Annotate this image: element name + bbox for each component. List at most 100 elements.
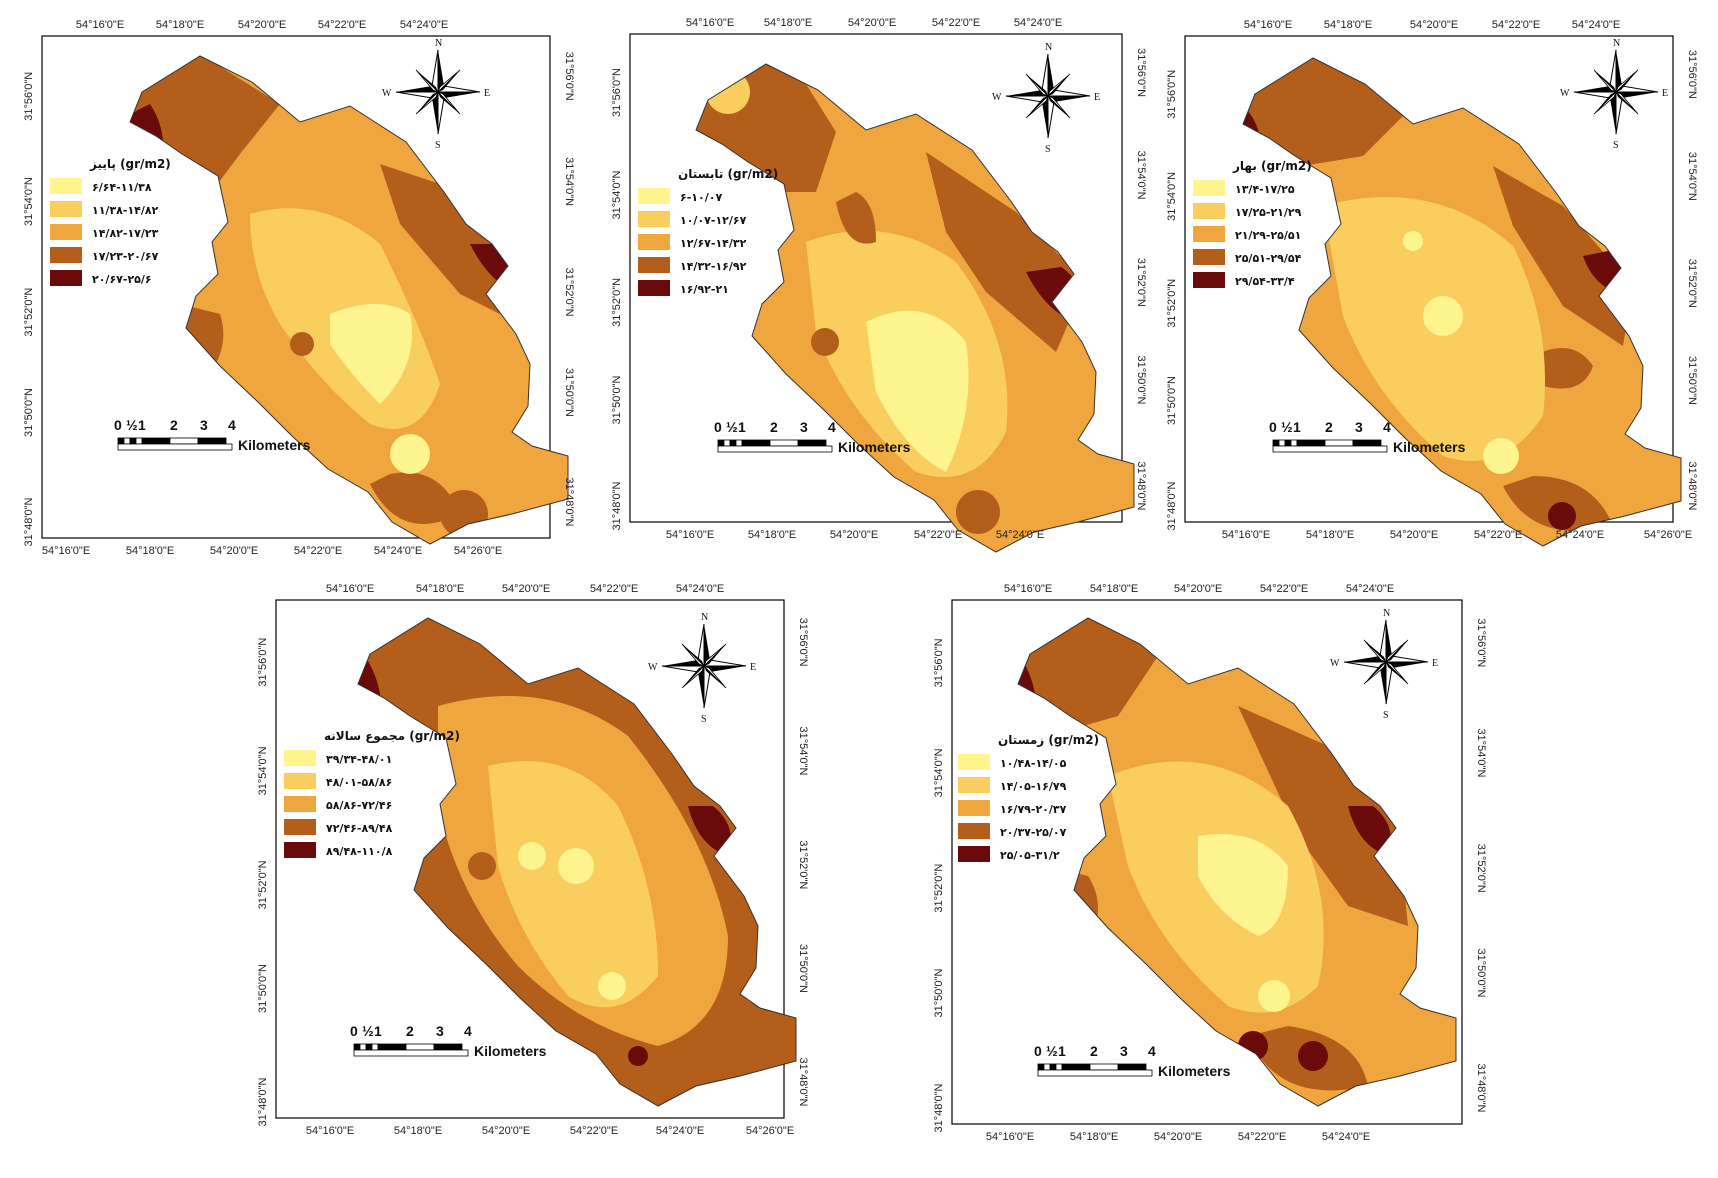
scale-number: ½ — [1046, 1043, 1058, 1059]
lon-label: 54°26'0"E — [746, 1125, 794, 1137]
scale-number: 0 — [114, 417, 122, 433]
legend-swatch — [284, 819, 316, 835]
zone-class-5 — [628, 1046, 648, 1066]
lat-label: 31°50'0"N — [1475, 949, 1487, 998]
legend-swatch — [638, 280, 670, 296]
lon-label: 54°24'0"E — [1346, 583, 1394, 595]
compass-s: S — [701, 714, 707, 725]
legend-swatch — [1193, 249, 1225, 265]
lat-label: 31°56'0"N — [797, 618, 809, 667]
scale-number: 4 — [228, 417, 236, 433]
lon-label: 54°16'0"E — [306, 1125, 354, 1137]
lon-label: 54°24'0"E — [1014, 17, 1062, 29]
lat-label: 31°50'0"N — [563, 368, 575, 417]
lat-label: 31°52'0"N — [23, 288, 35, 337]
legend-label: ۲۰/۳۷-۲۵/۰۷ — [1000, 826, 1067, 839]
lat-label: 31°50'0"N — [23, 388, 35, 437]
lon-label: 54°16'0"E — [686, 17, 734, 29]
zone-class-1 — [518, 842, 546, 870]
legend-swatch — [50, 201, 82, 217]
lon-label: 54°16'0"E — [326, 583, 374, 595]
lon-label: 54°24'0"E — [1572, 19, 1620, 31]
legend-label: ۱۷/۲۵-۲۱/۲۹ — [1235, 206, 1302, 219]
lat-label: 31°52'0"N — [1686, 259, 1698, 308]
legend-swatch — [638, 234, 670, 250]
scale-unit: Kilometers — [838, 439, 911, 455]
lat-label: 31°50'0"N — [611, 375, 623, 424]
lat-label: 31°54'0"N — [23, 177, 35, 226]
legend-label: ۲۰/۶۷-۲۵/۶ — [92, 273, 152, 286]
lon-label: 54°24'0"E — [676, 583, 724, 595]
lon-label: 54°18'0"E — [1070, 1131, 1118, 1143]
legend-label: ۱۳/۴-۱۷/۲۵ — [1235, 183, 1295, 196]
map-panel-summer: تابستان (gr/m2) ۶-۱۰/۰۷ ۱۰/۰۷-۱۲/۶۷ ۱۲/۶۷-۱… — [611, 17, 1147, 553]
zone-class-1 — [558, 848, 594, 884]
lon-label: 54°20'0"E — [848, 17, 896, 29]
lon-label: 54°18'0"E — [764, 17, 812, 29]
lat-label: 31°52'0"N — [1475, 844, 1487, 893]
lon-label: 54°24'0"E — [996, 529, 1044, 541]
legend-swatch — [50, 224, 82, 240]
zone-class-1 — [1198, 834, 1288, 936]
lat-label: 31°48'0"N — [1475, 1064, 1487, 1113]
compass-s: S — [1383, 710, 1389, 721]
scale-number: 2 — [770, 419, 778, 435]
graticule-labels: 54°16'0"E 54°18'0"E 54°20'0"E 54°22'0"E 54°2… — [23, 19, 575, 557]
lat-label: 31°52'0"N — [257, 860, 269, 909]
zone-class-1 — [1423, 296, 1463, 336]
legend: زمستان (gr/m2) ۱۰/۴۸-۱۴/۰۵ ۱۴/۰۵-۱۶/۷۹ ۱۶/۷… — [958, 733, 1099, 862]
legend: بهار (gr/m2) ۱۳/۴-۱۷/۲۵ ۱۷/۲۵-۲۱/۲۹ ۲۱/۲۹-۲… — [1193, 159, 1312, 288]
lat-label: 31°54'0"N — [611, 171, 623, 220]
lon-label: 54°20'0"E — [1390, 529, 1438, 541]
legend-label: ۱۶/۹۲-۲۱ — [680, 283, 729, 296]
zone-class-4 — [380, 164, 520, 324]
lat-label: 31°48'0"N — [563, 478, 575, 527]
map-panel-annual: مجموع سالانه (gr/m2) ۳۹/۳۴-۴۸/۰۱ ۴۸/۰۱-۵۸/… — [257, 583, 809, 1137]
legend-label: ۱۲/۶۷-۱۴/۳۲ — [680, 237, 747, 250]
zone-class-1 — [390, 434, 430, 474]
map-panel-autumn: پاییز (gr/m2) ۶/۶۴-۱۱/۳۸ ۱۱/۳۸-۱۴/۸۲ ۱۴/۸۲-… — [23, 19, 575, 557]
compass-w: W — [1560, 88, 1570, 99]
graticule-labels: 54°16'0"E 54°18'0"E 54°20'0"E 54°22'0"E 54°2… — [611, 17, 1147, 541]
map-panel-spring: بهار (gr/m2) ۱۳/۴-۱۷/۲۵ ۱۷/۲۵-۲۱/۲۹ ۲۱/۲۹-۲… — [1166, 19, 1698, 547]
graticule-labels: 54°16'0"E 54°18'0"E 54°20'0"E 54°22'0"E 54°2… — [257, 583, 809, 1137]
lon-label: 54°26'0"E — [454, 545, 502, 557]
lon-label: 54°26'0"E — [1644, 529, 1692, 541]
zone-class-1 — [598, 972, 626, 1000]
scale-unit: Kilometers — [238, 437, 311, 453]
legend-label: ۱۶/۷۹-۲۰/۳۷ — [1000, 803, 1067, 816]
lat-label: 31°50'0"N — [1686, 356, 1698, 405]
compass-s: S — [1613, 140, 1619, 151]
lat-label: 31°52'0"N — [933, 864, 945, 913]
north-arrow-icon: N S E W — [382, 38, 490, 151]
legend-title: پاییز (gr/m2) — [89, 157, 171, 171]
lon-label: 54°22'0"E — [1238, 1131, 1286, 1143]
compass-s: S — [1045, 144, 1051, 155]
legend-swatch — [638, 188, 670, 204]
scale-number: 1 — [1293, 419, 1301, 435]
scale-number: 4 — [1383, 419, 1391, 435]
lat-label: 31°56'0"N — [1475, 618, 1487, 667]
map-panel-winter: زمستان (gr/m2) ۱۰/۴۸-۱۴/۰۵ ۱۴/۰۵-۱۶/۷۹ ۱۶/۷… — [933, 583, 1487, 1143]
lat-label: 31°48'0"N — [1166, 481, 1178, 530]
compass-n: N — [435, 38, 442, 49]
zone-class-4 — [811, 328, 839, 356]
lat-label: 31°48'0"N — [611, 481, 623, 530]
scale-number: 2 — [406, 1023, 414, 1039]
zone-class-4 — [370, 472, 460, 524]
zone-class-4 — [1533, 348, 1593, 389]
compass-w: W — [1330, 658, 1340, 669]
lon-label: 54°18'0"E — [1090, 583, 1138, 595]
lon-label: 54°20'0"E — [482, 1125, 530, 1137]
legend-swatch — [638, 257, 670, 273]
scale-number: 0 — [350, 1023, 358, 1039]
lat-label: 31°48'0"N — [797, 1058, 809, 1107]
zone-class-1 — [1403, 231, 1423, 251]
lon-label: 54°20'0"E — [210, 545, 258, 557]
lon-label: 54°20'0"E — [1410, 19, 1458, 31]
lat-label: 31°48'0"N — [933, 1083, 945, 1132]
lon-label: 54°20'0"E — [830, 529, 878, 541]
legend-label: ۱۴/۳۲-۱۶/۹۲ — [680, 260, 747, 273]
